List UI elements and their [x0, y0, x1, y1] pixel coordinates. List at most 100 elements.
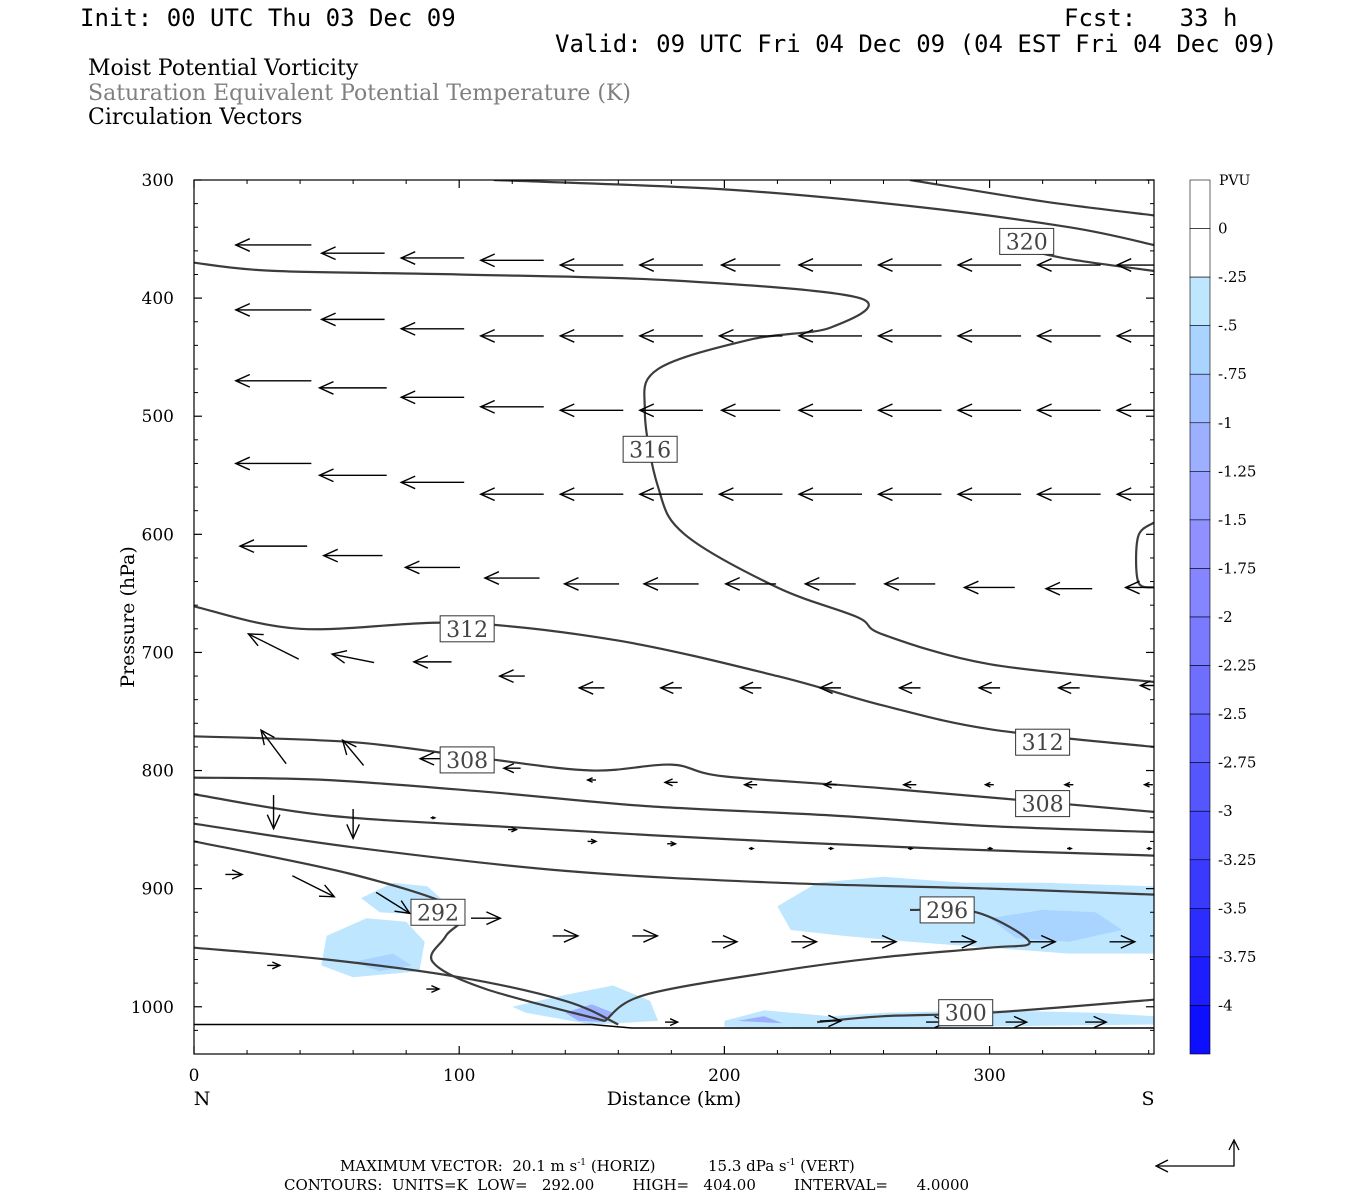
pv-region-3: [512, 985, 659, 1025]
colorbar-swatch-1: [1189, 228, 1211, 278]
circulation-vector-2: [399, 251, 465, 265]
circulation-vector-46: [1035, 487, 1101, 502]
circulation-vector-35: [1115, 403, 1154, 418]
circulation-vector-23: [1115, 328, 1154, 343]
circulation-vector-37: [317, 468, 387, 483]
circulation-vector-31: [797, 403, 862, 418]
colorbar-label-12: -3: [1218, 802, 1233, 820]
circulation-vector-25: [317, 380, 387, 395]
circulation-vector-107: [1109, 934, 1137, 949]
theta-e-contour-296-9: [194, 822, 1154, 896]
colorbar-swatch-13: [1189, 810, 1211, 861]
circulation-vector-39: [478, 487, 544, 502]
circulation-vector-91: [828, 846, 835, 851]
colorbar-label-13: -3.25: [1218, 851, 1256, 869]
circulation-vector-97: [292, 875, 336, 898]
contour-label-text: 312: [446, 618, 488, 643]
vert-exp: -1: [786, 1158, 796, 1168]
horiz-tag: (HORIZ): [590, 1157, 656, 1175]
colorbar-swatch-4: [1189, 373, 1211, 424]
theta-e-contours: [194, 180, 1154, 1029]
contour-label-5: 308: [1015, 790, 1071, 818]
circulation-vector-15: [478, 328, 544, 343]
theta-e-contour-308-6: [194, 735, 1154, 813]
theta-e-contour-304-7: [194, 776, 1154, 834]
vert-max: 15.3 dPa s: [708, 1157, 787, 1175]
max-vector-label: MAXIMUM VECTOR:: [340, 1157, 503, 1175]
x-tick-label-300: 300: [973, 1066, 1005, 1086]
circulation-vector-26: [399, 390, 465, 405]
circulation-vector-94: [1067, 846, 1073, 851]
field-title-vectors: Circulation Vectors: [88, 105, 303, 130]
y-tick-label-700: 700: [142, 643, 174, 663]
circulation-vector-81: [983, 781, 994, 788]
circulation-vector-52: [562, 576, 620, 591]
contour-labels: 320 316 312 312 308 308 292 296 300: [410, 227, 1071, 1027]
colorbar-label-11: -2.75: [1218, 754, 1256, 772]
circulation-vector-77: [663, 778, 678, 787]
circulation-vector-7: [797, 258, 862, 272]
circulation-vector-101: [632, 928, 660, 943]
circulation-vector-99: [471, 911, 503, 926]
circulation-vector-60: [246, 633, 300, 660]
contour-label-text: 316: [629, 438, 671, 463]
theta-e-contour-300-8: [194, 793, 1154, 857]
pv-region-8: [737, 1016, 783, 1024]
y-tick-label-900: 900: [142, 880, 174, 900]
circulation-vector-98: [375, 891, 412, 915]
contour-label-text: 308: [1022, 793, 1064, 818]
colorbar-swatch-14: [1189, 859, 1211, 909]
field-title-theta-e: Saturation Equivalent Potential Temperat…: [88, 81, 631, 106]
colorbar-swatch-2: [1189, 276, 1211, 326]
x-end-left-label: N: [194, 1088, 211, 1110]
circulation-vector-9: [956, 258, 1022, 272]
theta-e-contour-296-11: [604, 908, 1031, 1022]
circulation-vector-69: [977, 681, 1001, 695]
circulation-vector-83: [1142, 781, 1153, 788]
circulation-vector-49: [321, 548, 383, 563]
circulation-vector-14: [399, 321, 465, 336]
circulation-vector-109: [426, 984, 441, 994]
circulation-vector-64: [577, 680, 605, 695]
contour-label-text: 308: [446, 749, 488, 774]
circulation-vector-65: [659, 681, 682, 695]
horiz-exp: -1: [577, 1158, 587, 1168]
theta-e-contour-316-3: [1134, 521, 1154, 589]
field-title-pv: Moist Potential Vorticity: [88, 56, 359, 81]
colorbar-swatch-8: [1189, 568, 1211, 618]
circulation-vector-79: [822, 780, 837, 789]
circulation-vector-92: [907, 846, 914, 851]
circulation-vector-62: [412, 654, 452, 669]
contour-label-text: 296: [926, 899, 968, 924]
circulation-vector-104: [870, 934, 898, 949]
circulation-vector-102: [711, 934, 739, 949]
colorbar-label-8: -2: [1218, 608, 1233, 626]
colorbar-swatch-10: [1189, 665, 1211, 715]
circulation-vector-63: [497, 669, 525, 684]
colorbar-label-15: -3.75: [1218, 948, 1256, 966]
circulation-vector-108: [267, 961, 282, 970]
colorbar-swatch-11: [1189, 713, 1211, 763]
circulation-vector-61: [330, 650, 375, 664]
circulation-vector-43: [797, 487, 862, 502]
circulation-vector-96: [225, 869, 244, 880]
contour-label-2: 312: [439, 615, 495, 643]
contour-label-1: 316: [622, 435, 678, 463]
circulation-vector-47: [1115, 487, 1154, 502]
contour-label-text: 300: [945, 1002, 987, 1027]
circulation-vector-50: [403, 560, 460, 575]
forecast-hour: Fcst: 33 h: [1064, 4, 1238, 32]
colorbar-swatch-0: [1189, 179, 1211, 229]
pv-region-6: [989, 909, 1123, 942]
plot-frame: [193, 179, 1155, 1055]
circulation-vector-72: [259, 728, 287, 765]
circulation-vector-114: [1085, 1015, 1108, 1029]
circulation-vector-20: [876, 328, 942, 343]
y-tick-label-1000: 1000: [131, 998, 174, 1018]
circulation-vector-36: [234, 456, 312, 471]
circulation-vector-29: [638, 403, 703, 418]
circulation-vector-10: [1035, 258, 1101, 272]
y-tick-label-300: 300: [142, 171, 174, 191]
colorbar-label-7: -1.75: [1218, 559, 1256, 577]
circulation-vector-0: [234, 238, 312, 252]
